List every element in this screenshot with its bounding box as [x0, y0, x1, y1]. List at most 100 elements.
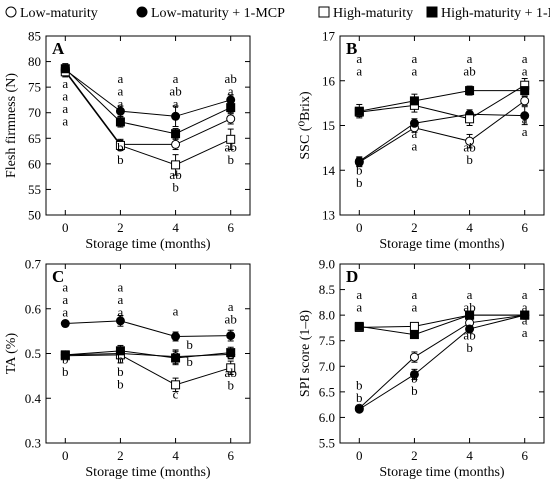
data-point	[115, 106, 125, 116]
x-axis-label: Storage time (months)	[85, 237, 211, 252]
significance-letter: a	[228, 299, 234, 314]
significance-letter: ab	[225, 365, 237, 380]
significance-letter: a	[412, 287, 418, 302]
significance-letter: a	[118, 84, 124, 99]
series-line	[359, 100, 525, 163]
y-tick-label: 65	[28, 131, 41, 146]
x-tick-label: 4	[466, 220, 473, 235]
legend: Low-maturity Low-maturity + 1-MCP High-mat…	[5, 6, 550, 21]
y-tick-label: 80	[28, 54, 41, 69]
significance-letter: b	[227, 152, 234, 167]
data-point	[354, 321, 364, 331]
data-point	[409, 96, 419, 106]
x-axis-label: Storage time (months)	[379, 465, 505, 480]
significance-letter: b	[227, 377, 234, 392]
data-point	[171, 129, 181, 139]
significance-letter: a	[522, 299, 528, 314]
legend-marker	[136, 6, 148, 18]
y-tick-label: 8.0	[319, 308, 335, 323]
significance-letter: a	[173, 303, 179, 318]
significance-letter: ab	[463, 139, 475, 154]
significance-letter: b	[62, 351, 69, 366]
y-tick-label: 0.5	[25, 346, 41, 361]
data-point	[60, 319, 70, 329]
significance-letter: b	[62, 364, 69, 379]
x-tick-label: 0	[62, 220, 69, 235]
y-tick-label: 9.0	[319, 257, 335, 272]
significance-letter: b	[466, 340, 473, 355]
panel-c: 0.3 0.4 0.5 0.6 0.7 0 2 4 6 Storage time (months)…	[4, 257, 251, 480]
data-point	[465, 114, 475, 124]
significance-letter: a	[118, 71, 124, 86]
significance-letter: b	[356, 390, 363, 405]
data-point	[171, 111, 181, 121]
significance-letter: b	[117, 140, 124, 155]
panel-letter: C	[52, 267, 64, 286]
x-tick-label: 2	[411, 448, 418, 463]
legend-item: Low-maturity	[5, 6, 98, 21]
legend-item: Low-maturity + 1-MCP	[136, 6, 285, 21]
y-tick-label: 0.4	[25, 391, 42, 406]
data-point	[354, 156, 364, 166]
data-point	[465, 136, 475, 146]
significance-letter: b	[411, 371, 418, 386]
significance-letter: a	[522, 312, 528, 327]
significance-letter: a	[173, 96, 179, 111]
x-tick-label: 2	[117, 220, 124, 235]
y-axis-label: SPI score (1–8)	[298, 310, 313, 397]
significance-letter: b	[186, 354, 193, 369]
legend-label: High-maturity + 1-MCP	[441, 6, 550, 21]
y-tick-label: 60	[28, 156, 41, 171]
significance-letter: ab	[225, 71, 237, 86]
data-point	[115, 346, 125, 356]
y-tick-label: 14	[322, 163, 336, 178]
y-tick-label: 0.3	[25, 436, 41, 451]
significance-letter: b	[172, 180, 179, 195]
data-point	[115, 316, 125, 326]
series-line	[64, 68, 231, 135]
significance-letter: a	[412, 51, 418, 66]
data-point	[226, 331, 236, 341]
significance-letter: a	[356, 63, 362, 78]
data-point	[409, 330, 419, 340]
x-tick-label: 6	[227, 220, 234, 235]
y-tick-label: 0.7	[25, 257, 42, 272]
series-line	[359, 113, 525, 162]
significance-letter: a	[62, 114, 68, 129]
legend-marker	[5, 6, 17, 18]
significance-letter: a	[118, 280, 124, 295]
significance-letter: a	[62, 89, 68, 104]
panel-letter: A	[52, 39, 65, 58]
significance-letter: a	[62, 280, 68, 295]
significance-letter: b	[356, 175, 363, 190]
series-line	[359, 90, 525, 112]
data-point	[226, 348, 236, 358]
y-tick-label: 16	[322, 73, 336, 88]
legend-item: High-maturity	[318, 6, 413, 21]
y-tick-label: 15	[322, 118, 335, 133]
data-point	[226, 363, 236, 373]
y-tick-label: 70	[28, 105, 41, 120]
legend-label: Low-maturity	[20, 6, 98, 21]
significance-letter: a	[467, 287, 473, 302]
x-tick-label: 2	[411, 220, 418, 235]
y-axis-label: SSC (⁰Brix)	[298, 91, 313, 160]
significance-letter: ab	[463, 63, 475, 78]
series-line	[64, 70, 231, 145]
series-line	[65, 320, 231, 337]
x-tick-label: 4	[172, 220, 179, 235]
series-line	[359, 314, 525, 336]
significance-letter: a	[522, 124, 528, 139]
legend-item: High-maturity + 1-MCP	[426, 6, 550, 21]
x-tick-label: 2	[117, 448, 124, 463]
series-line	[359, 314, 525, 410]
significance-letter: ab	[225, 311, 237, 326]
series-line	[358, 314, 525, 409]
panel-letter: B	[346, 39, 357, 58]
significance-letter: b	[186, 337, 193, 352]
significance-letter: ab	[463, 299, 475, 314]
significance-letter: a	[173, 71, 179, 86]
y-tick-label: 7.5	[319, 333, 335, 348]
series-line	[64, 69, 231, 117]
